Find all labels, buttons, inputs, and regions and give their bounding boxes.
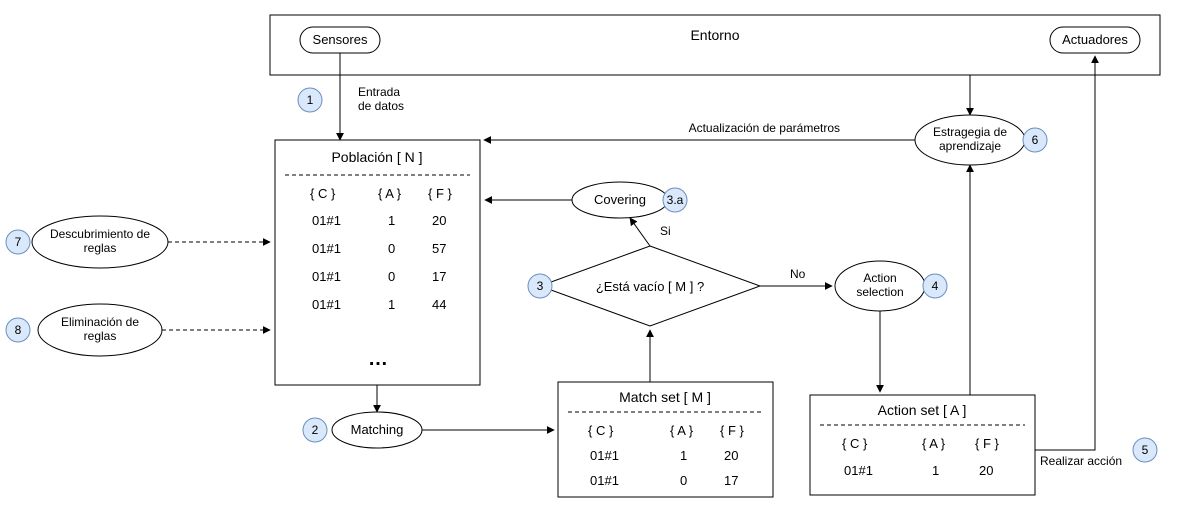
badge-5: 5 (1133, 438, 1157, 462)
badge-6: 6 (1023, 128, 1047, 152)
poblacion-ellipsis: … (368, 348, 388, 370)
poblacion-h-c: { C } (310, 186, 336, 201)
svg-text:{ A }: { A } (670, 423, 694, 438)
edge-actionset-actuadores (1035, 56, 1095, 450)
action-selection-node: Action selection (835, 261, 925, 311)
svg-text:01#1: 01#1 (590, 473, 619, 488)
label-realizar: Realizar acción (1040, 454, 1122, 468)
svg-text:01#1: 01#1 (590, 448, 619, 463)
svg-text:20: 20 (979, 463, 993, 478)
eliminacion-node: Eliminación de reglas (38, 304, 162, 356)
sensores-pill: Sensores (300, 27, 380, 53)
svg-text:01#1: 01#1 (312, 241, 341, 256)
svg-text:{ F }: { F } (720, 423, 745, 438)
svg-text:reglas: reglas (84, 329, 117, 343)
svg-text:4: 4 (932, 279, 939, 293)
descubrimiento-node: Descubrimiento de reglas (32, 216, 168, 268)
label-actualiza: Actualización de parámetros (689, 121, 840, 135)
label-entrada2: de datos (358, 99, 404, 113)
badge-8: 8 (6, 318, 30, 342)
actionset-box: Action set [ A ] { C } { A } { F } 01#1 … (810, 395, 1035, 495)
actuadores-label: Actuadores (1062, 32, 1128, 47)
svg-text:Covering: Covering (594, 192, 646, 207)
svg-text:01#1: 01#1 (312, 297, 341, 312)
badge-3a: 3.a (663, 188, 687, 212)
svg-text:7: 7 (15, 235, 22, 249)
decision-node: ¿Está vacío [ M ] ? (540, 246, 760, 326)
svg-text:01#1: 01#1 (844, 463, 873, 478)
svg-text:20: 20 (432, 213, 446, 228)
label-entrada1: Entrada (358, 85, 400, 99)
poblacion-box: Población [ N ] { C } { A } { F } 01#1 1… (275, 140, 480, 385)
svg-text:Estragegia de: Estragegia de (933, 125, 1007, 139)
svg-text:1: 1 (388, 297, 395, 312)
svg-text:Action: Action (863, 271, 896, 285)
poblacion-title: Población [ N ] (331, 149, 422, 165)
svg-text:1: 1 (680, 448, 687, 463)
svg-text:Eliminación de: Eliminación de (61, 315, 139, 329)
svg-text:8: 8 (15, 323, 22, 337)
svg-text:2: 2 (312, 423, 319, 437)
badge-3: 3 (528, 274, 552, 298)
svg-text:5: 5 (1142, 443, 1149, 457)
matchset-box: Match set [ M ] { C } { A } { F } 01#1 1… (558, 382, 773, 497)
svg-text:17: 17 (432, 269, 446, 284)
edge-decision-covering (630, 218, 650, 246)
svg-text:20: 20 (724, 448, 738, 463)
poblacion-h-a: { A } (378, 186, 402, 201)
svg-text:6: 6 (1032, 133, 1039, 147)
svg-text:01#1: 01#1 (312, 269, 341, 284)
svg-text:57: 57 (432, 241, 446, 256)
sensores-label: Sensores (313, 32, 368, 47)
svg-text:0: 0 (388, 269, 395, 284)
svg-text:1: 1 (932, 463, 939, 478)
svg-text:{ A }: { A } (922, 436, 946, 451)
badge-1: 1 (298, 88, 322, 112)
svg-text:{ F }: { F } (975, 436, 1000, 451)
poblacion-h-f: { F } (428, 186, 453, 201)
svg-text:0: 0 (388, 241, 395, 256)
svg-text:1: 1 (307, 93, 314, 107)
badge-4: 4 (923, 274, 947, 298)
entorno-box: Entorno Sensores Actuadores (270, 15, 1160, 75)
actionset-title: Action set [ A ] (878, 402, 967, 418)
covering-node: Covering (572, 182, 668, 218)
svg-text:Matching: Matching (351, 422, 404, 437)
svg-text:3.a: 3.a (667, 193, 684, 207)
estrategia-node: Estragegia de aprendizaje (915, 115, 1025, 165)
svg-text:17: 17 (724, 473, 738, 488)
svg-text:{ C }: { C } (842, 436, 868, 451)
svg-text:selection: selection (856, 285, 903, 299)
badge-2: 2 (303, 418, 327, 442)
svg-text:0: 0 (680, 473, 687, 488)
svg-text:1: 1 (388, 213, 395, 228)
svg-text:¿Está vacío [ M ] ?: ¿Está vacío [ M ] ? (596, 279, 704, 294)
matchset-title: Match set [ M ] (619, 389, 711, 405)
svg-text:44: 44 (432, 297, 446, 312)
svg-text:aprendizaje: aprendizaje (939, 139, 1001, 153)
svg-text:Descubrimiento de: Descubrimiento de (50, 227, 150, 241)
svg-text:01#1: 01#1 (312, 213, 341, 228)
svg-text:reglas: reglas (84, 241, 117, 255)
svg-text:{ C }: { C } (588, 423, 614, 438)
matching-node: Matching (332, 412, 422, 448)
label-no: No (790, 267, 806, 281)
label-si: Si (660, 224, 671, 238)
actuadores-pill: Actuadores (1050, 27, 1140, 53)
badge-7: 7 (6, 230, 30, 254)
entorno-title: Entorno (690, 27, 739, 43)
svg-text:3: 3 (537, 279, 544, 293)
